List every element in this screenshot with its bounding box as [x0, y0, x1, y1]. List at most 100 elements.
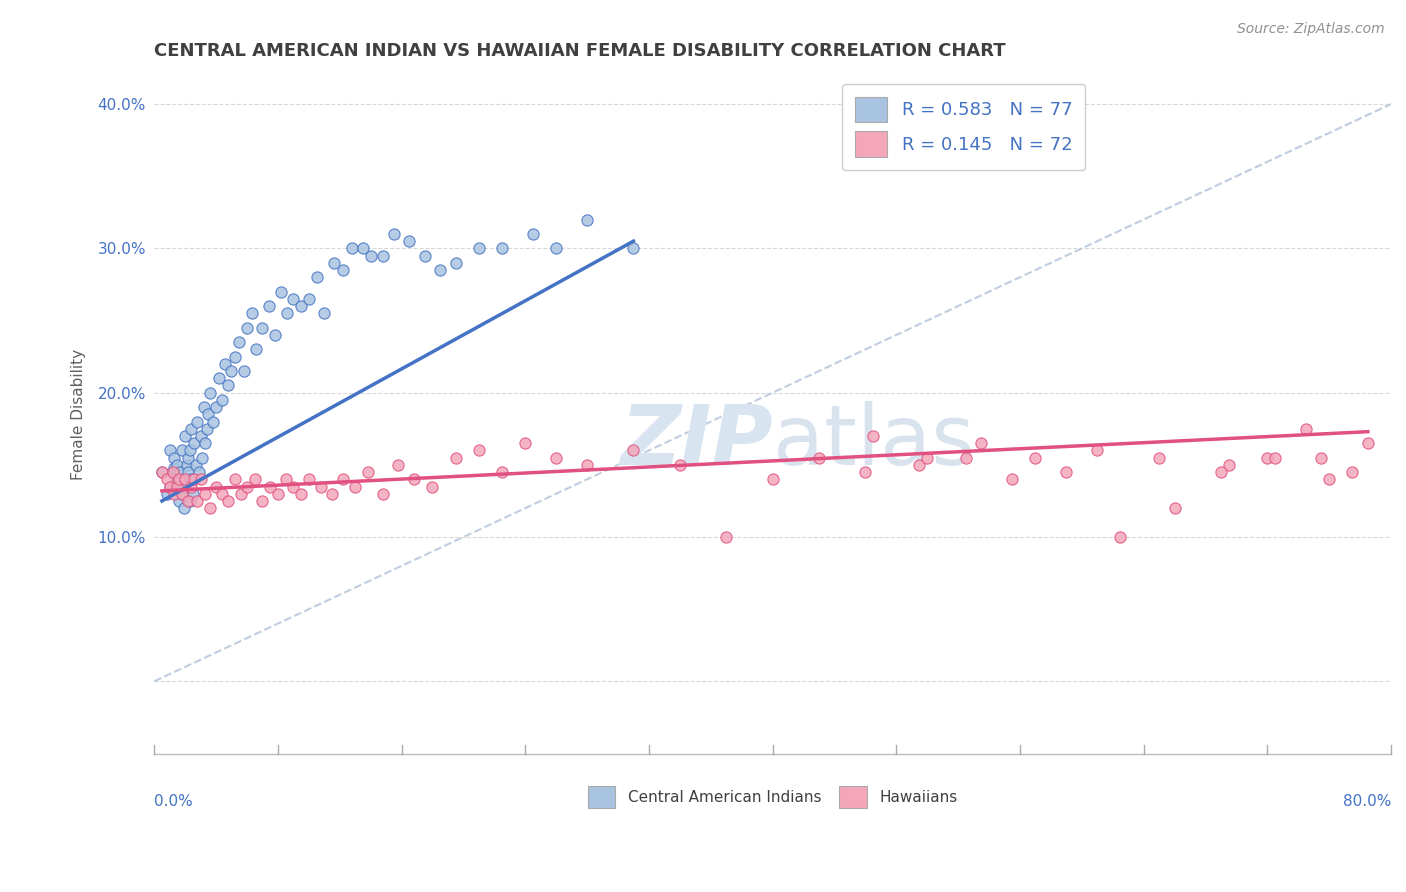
Point [321, 487, 343, 501]
Point [224, 350, 246, 364]
Point [180, 422, 202, 436]
Point [1310, 450, 1333, 465]
Text: 0.0%: 0.0% [155, 794, 193, 809]
Point [1341, 465, 1364, 479]
Point [194, 487, 217, 501]
Point [163, 450, 186, 465]
Point [356, 465, 378, 479]
Point [422, 479, 444, 493]
Point [167, 494, 190, 508]
Point [228, 335, 250, 350]
Point [522, 227, 544, 241]
Point [761, 472, 783, 486]
Point [221, 364, 243, 378]
Point [1264, 450, 1286, 465]
Point [259, 479, 281, 493]
Point [515, 436, 537, 450]
Point [276, 306, 298, 320]
Point [245, 343, 267, 357]
Point [623, 241, 645, 255]
Point [177, 465, 200, 479]
Point [305, 270, 328, 285]
Point [413, 249, 436, 263]
Point [360, 249, 382, 263]
Point [159, 479, 181, 493]
Point [309, 479, 332, 493]
Point [252, 494, 274, 508]
Point [211, 487, 233, 501]
Legend: Central American Indians, Hawaiians: Central American Indians, Hawaiians [582, 780, 963, 814]
Point [166, 479, 188, 493]
Point [716, 530, 738, 544]
Point [229, 487, 252, 501]
Point [332, 472, 354, 486]
Point [198, 501, 221, 516]
Text: 80.0%: 80.0% [1343, 794, 1391, 809]
Point [290, 487, 312, 501]
Point [322, 256, 344, 270]
Point [290, 299, 312, 313]
Point [298, 472, 321, 486]
Point [314, 306, 336, 320]
Point [267, 487, 290, 501]
Point [190, 429, 212, 443]
Point [1357, 436, 1379, 450]
Point [163, 487, 186, 501]
Point [1001, 472, 1024, 486]
Point [159, 479, 181, 493]
Point [862, 429, 884, 443]
Point [1085, 443, 1108, 458]
Point [243, 472, 266, 486]
Point [197, 408, 219, 422]
Point [429, 263, 451, 277]
Point [188, 465, 211, 479]
Point [1209, 465, 1232, 479]
Point [155, 472, 177, 486]
Point [205, 479, 228, 493]
Point [179, 494, 201, 508]
Point [623, 443, 645, 458]
Point [236, 479, 259, 493]
Point [915, 450, 938, 465]
Point [177, 494, 200, 508]
Point [444, 450, 467, 465]
Point [193, 400, 215, 414]
Point [214, 357, 236, 371]
Point [170, 443, 193, 458]
Point [1054, 465, 1077, 479]
Point [159, 443, 181, 458]
Point [257, 299, 280, 313]
Point [270, 285, 292, 299]
Point [468, 443, 491, 458]
Point [1147, 450, 1170, 465]
Point [163, 460, 186, 475]
Point [232, 364, 254, 378]
Point [170, 487, 193, 501]
Point [298, 292, 321, 306]
Point [205, 400, 228, 414]
Text: ZIP: ZIP [620, 401, 772, 482]
Point [236, 320, 259, 334]
Point [398, 234, 420, 248]
Point [183, 472, 205, 486]
Point [174, 429, 197, 443]
Point [184, 458, 207, 472]
Point [955, 450, 977, 465]
Text: CENTRAL AMERICAN INDIAN VS HAWAIIAN FEMALE DISABILITY CORRELATION CHART: CENTRAL AMERICAN INDIAN VS HAWAIIAN FEMA… [155, 42, 1005, 60]
Point [669, 458, 692, 472]
Point [576, 212, 599, 227]
Point [186, 494, 208, 508]
Point [224, 472, 246, 486]
Point [174, 472, 197, 486]
Point [807, 450, 830, 465]
Point [177, 450, 200, 465]
Point [155, 487, 177, 501]
Point [274, 472, 297, 486]
Point [167, 472, 190, 486]
Point [491, 465, 513, 479]
Point [970, 436, 993, 450]
Point [165, 472, 187, 486]
Point [150, 465, 173, 479]
Point [162, 465, 184, 479]
Point [576, 458, 599, 472]
